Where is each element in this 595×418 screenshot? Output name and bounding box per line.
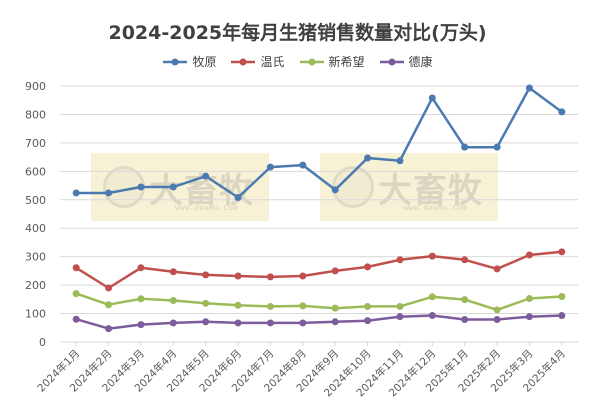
data-point-温氏 (299, 272, 307, 280)
data-point-新希望 (396, 302, 404, 310)
data-point-新希望 (266, 302, 274, 310)
data-point-温氏 (266, 273, 274, 281)
data-point-新希望 (558, 292, 566, 300)
data-point-新希望 (493, 306, 501, 314)
data-point-新希望 (105, 301, 113, 309)
series-line-德康 (75, 314, 562, 330)
y-tick-label: 700 (25, 137, 46, 150)
data-point-新希望 (72, 290, 80, 298)
legend-label: 温氏 (260, 55, 285, 69)
data-point-温氏 (72, 264, 80, 272)
data-point-牧原 (396, 157, 404, 165)
data-point-德康 (396, 313, 404, 321)
y-tick-label: 800 (25, 108, 46, 121)
data-point-牧原 (202, 172, 210, 180)
y-tick-label: 600 (25, 165, 46, 178)
series-line-牧原 (76, 86, 563, 199)
data-point-牧原 (331, 186, 339, 194)
watermark-brand: 大畜牧 (378, 171, 483, 211)
data-point-德康 (202, 318, 210, 326)
legend: 牧原 温氏 新希望 德康 (0, 53, 595, 70)
data-point-德康 (72, 315, 80, 323)
legend-label: 新希望 (328, 55, 365, 69)
data-point-牧原 (234, 194, 242, 202)
data-point-温氏 (331, 267, 339, 275)
data-point-牧原 (137, 183, 145, 191)
data-point-新希望 (428, 293, 436, 301)
data-point-温氏 (428, 252, 436, 260)
data-point-德康 (428, 312, 436, 320)
data-point-温氏 (364, 263, 372, 271)
data-point-温氏 (558, 248, 566, 256)
data-point-牧原 (299, 161, 307, 169)
data-point-牧原 (461, 143, 469, 151)
data-point-温氏 (396, 256, 404, 264)
data-point-温氏 (493, 265, 501, 273)
data-point-温氏 (169, 268, 177, 276)
data-point-德康 (493, 316, 501, 324)
data-point-牧原 (428, 94, 436, 102)
data-point-温氏 (525, 251, 533, 259)
data-point-新希望 (331, 304, 339, 312)
watermark-url: www.dxumu.com (175, 203, 238, 212)
y-tick-label: 900 (25, 80, 46, 93)
legend-swatch-icon (299, 58, 324, 65)
data-point-牧原 (169, 183, 177, 191)
data-point-德康 (364, 317, 372, 325)
y-tick-label: 200 (25, 279, 46, 292)
data-point-温氏 (234, 272, 242, 280)
y-tick-label: 0 (39, 336, 46, 349)
series-line-温氏 (75, 250, 562, 290)
data-point-新希望 (364, 302, 372, 310)
data-point-牧原 (364, 154, 372, 162)
legend-item: 牧原 (162, 53, 216, 70)
legend-label: 牧原 (192, 55, 217, 69)
data-point-德康 (331, 318, 339, 326)
data-point-德康 (105, 325, 113, 333)
series-line-新希望 (75, 292, 562, 312)
y-tick-label: 400 (25, 222, 46, 235)
data-point-德康 (234, 319, 242, 327)
data-point-新希望 (299, 302, 307, 310)
data-point-德康 (137, 321, 145, 329)
y-tick-label: 300 (25, 251, 46, 264)
legend-item: 温氏 (230, 53, 285, 70)
watermark-right: 大畜牧 www.dxumu.com (320, 153, 498, 221)
legend-swatch-icon (379, 58, 404, 65)
data-point-牧原 (558, 108, 566, 116)
legend-label: 德康 (408, 55, 433, 69)
data-point-新希望 (525, 294, 533, 302)
data-point-牧原 (72, 189, 80, 197)
chart-title: 2024-2025年每月生猪销售数量对比(万头) (108, 22, 487, 44)
legend-swatch-icon (163, 58, 188, 65)
y-tick-label: 100 (25, 308, 46, 321)
data-point-德康 (461, 316, 469, 324)
legend-swatch-icon (231, 58, 256, 65)
data-point-德康 (266, 319, 274, 327)
data-point-牧原 (525, 84, 533, 92)
data-point-牧原 (266, 163, 274, 171)
data-point-新希望 (234, 301, 242, 309)
data-point-新希望 (169, 296, 177, 304)
data-point-德康 (558, 312, 566, 320)
data-point-德康 (525, 313, 533, 321)
data-point-新希望 (137, 295, 145, 303)
data-point-温氏 (202, 271, 210, 279)
data-point-温氏 (461, 256, 469, 264)
legend-item: 新希望 (299, 53, 365, 70)
watermark-url: www.dxumu.com (404, 203, 467, 212)
data-point-新希望 (461, 296, 469, 304)
data-point-牧原 (105, 189, 113, 197)
data-point-牧原 (493, 143, 501, 151)
data-point-德康 (299, 319, 307, 327)
data-point-德康 (169, 319, 177, 327)
legend-item: 德康 (379, 53, 433, 70)
data-point-温氏 (137, 264, 145, 272)
data-point-新希望 (202, 299, 210, 307)
data-point-温氏 (105, 284, 113, 292)
y-tick-label: 500 (25, 194, 46, 207)
